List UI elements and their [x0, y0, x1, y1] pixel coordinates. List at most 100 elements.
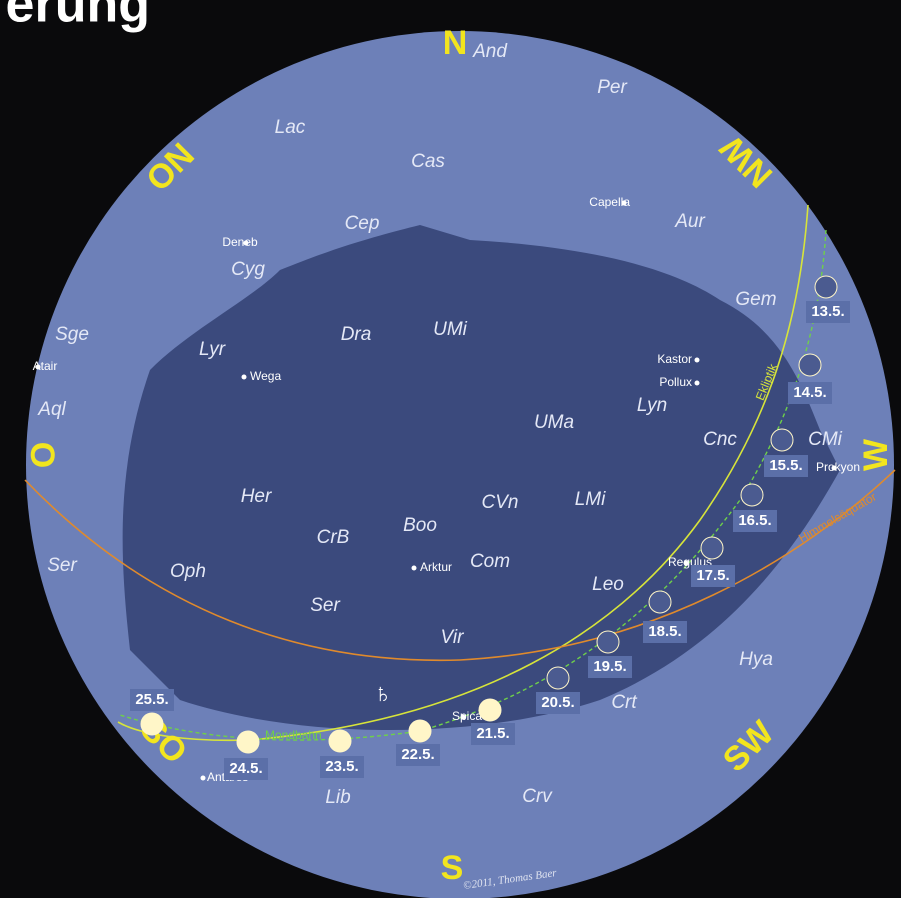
moon-label-box	[396, 744, 440, 766]
moon-date-label: 16.5.	[738, 512, 771, 529]
moon-disc	[328, 729, 352, 753]
constellation-label: Vir	[441, 627, 465, 648]
moon-disc	[408, 719, 432, 743]
star-label: Spica	[452, 709, 482, 723]
star-label: Kastor	[657, 352, 692, 366]
constellation-label: Lyr	[199, 339, 226, 360]
constellation-label: UMi	[433, 319, 468, 340]
moon-disc	[814, 275, 838, 299]
constellation-label: Crt	[611, 692, 637, 713]
constellation-label: Cas	[411, 151, 445, 172]
moon-label-box	[806, 301, 850, 323]
star-dot	[200, 775, 206, 781]
direction-label: O	[23, 442, 61, 468]
star-label: Capella	[589, 195, 630, 209]
moon-label-box	[691, 565, 735, 587]
moon-disc	[798, 353, 822, 377]
constellation-label: Lyn	[637, 395, 667, 416]
constellation-label: UMa	[534, 412, 574, 433]
constellation-label: Leo	[592, 574, 624, 595]
planet-symbol: ♄	[373, 678, 393, 708]
moon-label-box	[130, 689, 174, 711]
constellation-label: Lac	[275, 117, 306, 138]
moon-disc	[478, 698, 502, 722]
star-dot	[621, 200, 627, 206]
moon-label-box	[733, 510, 777, 532]
moon-label-box	[320, 756, 364, 778]
star-label: Pollux	[659, 375, 692, 389]
moon-disc	[546, 666, 570, 690]
direction-label: W	[857, 438, 895, 471]
moon-disc	[648, 590, 672, 614]
constellation-label: Per	[597, 77, 627, 98]
direction-label: N	[443, 24, 468, 62]
equator-line	[24, 469, 896, 662]
moon-label-box	[471, 723, 515, 745]
moon-label-box	[643, 621, 687, 643]
star-label: Deneb	[222, 235, 258, 249]
moon-disc	[770, 428, 794, 452]
star-dot	[411, 565, 417, 571]
moon-path-label: Mondbahn	[265, 728, 322, 742]
star-label: Wega	[250, 369, 281, 383]
constellation-label: Ser	[310, 595, 340, 616]
constellation-label: CrB	[317, 527, 350, 548]
moon-label-box	[788, 382, 832, 404]
moon-date-label: 19.5.	[593, 658, 626, 675]
constellation-label: Dra	[341, 324, 372, 345]
moon-disc	[140, 712, 164, 736]
star-dot	[35, 364, 41, 370]
constellation-label: Ser	[47, 555, 77, 576]
moon-date-label: 13.5.	[811, 303, 844, 320]
moon-date-label: 23.5.	[325, 758, 358, 775]
moon-date-label: 17.5.	[696, 567, 729, 584]
star-label: Atair	[33, 359, 58, 373]
constellation-label: Her	[241, 486, 272, 507]
constellation-label: Crv	[522, 786, 553, 807]
constellation-label: Cnc	[703, 429, 737, 450]
moon-date-label: 24.5.	[229, 760, 262, 777]
constellation-label: Lib	[325, 787, 350, 808]
constellation-label: Aql	[37, 399, 66, 420]
star-dot	[683, 560, 689, 566]
moon-label-box	[224, 758, 268, 780]
page-title: erung	[6, 0, 150, 34]
moon-label-box	[588, 656, 632, 678]
constellation-label: CMi	[808, 429, 843, 450]
constellation-label: Hya	[739, 649, 773, 670]
star-dot	[460, 714, 466, 720]
moon-label-box	[764, 455, 808, 477]
constellation-label: Cyg	[231, 259, 265, 280]
star-dot	[243, 240, 249, 246]
constellation-label: Sge	[55, 324, 89, 345]
constellation-label: Com	[470, 551, 510, 572]
ecliptic-line	[117, 204, 809, 742]
star-label: Arktur	[420, 560, 452, 574]
moon-disc	[596, 630, 620, 654]
star-label: Prokyon	[816, 460, 860, 474]
star-dot	[694, 380, 700, 386]
constellation-label: LMi	[575, 489, 606, 510]
moon-date-label: 25.5.	[135, 691, 168, 708]
constellation-label: And	[472, 41, 508, 62]
constellation-label: Aur	[674, 211, 705, 232]
star-dot	[694, 357, 700, 363]
star-dot	[241, 374, 247, 380]
moon-disc	[700, 536, 724, 560]
constellation-label: Gem	[735, 289, 776, 310]
constellation-label: Boo	[403, 515, 437, 536]
moon-date-label: 21.5.	[476, 725, 509, 742]
moon-date-label: 15.5.	[769, 457, 802, 474]
moon-date-label: 22.5.	[401, 746, 434, 763]
moon-date-label: 18.5.	[648, 623, 681, 640]
moon-date-label: 20.5.	[541, 694, 574, 711]
constellation-label: Cep	[345, 213, 380, 234]
moon-date-label: 14.5.	[793, 384, 826, 401]
moon-label-box	[536, 692, 580, 714]
star-dot	[831, 465, 837, 471]
constellation-label: Oph	[170, 561, 206, 582]
moon-disc	[236, 730, 260, 754]
constellation-label: CVn	[482, 492, 519, 513]
direction-label: S	[441, 849, 464, 887]
